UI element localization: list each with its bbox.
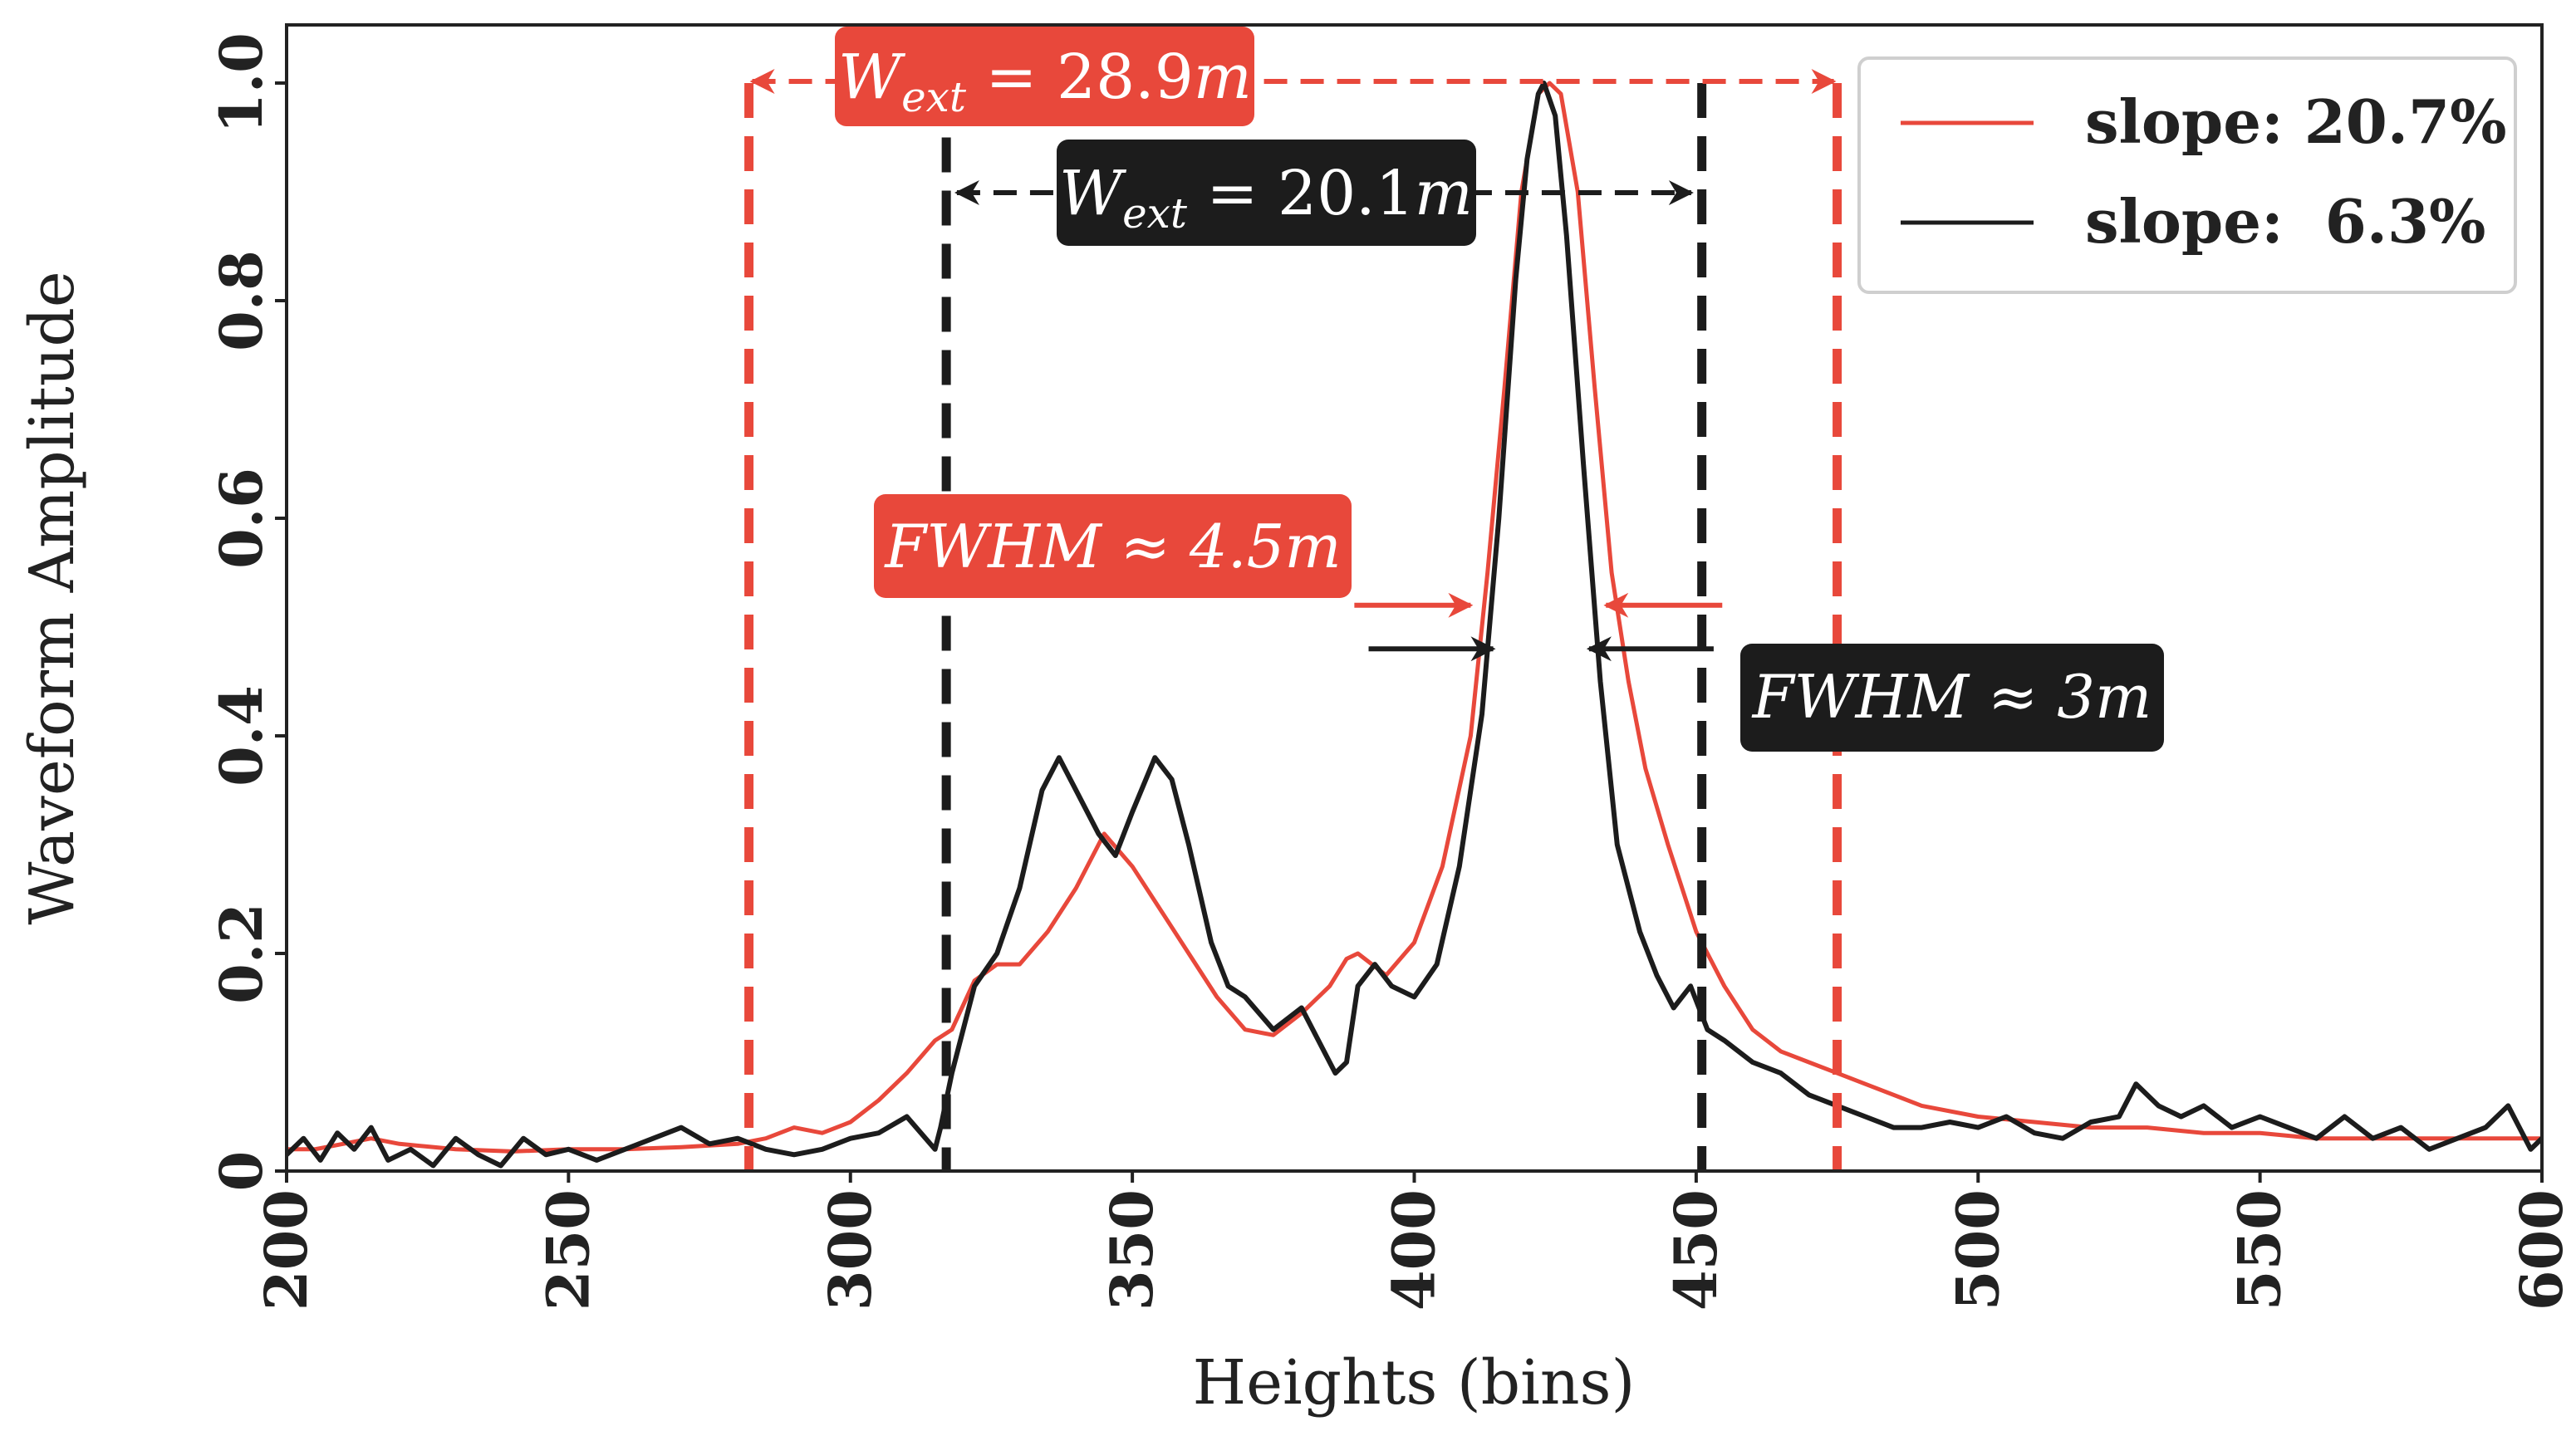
x-axis-label: Heights (bins) (1193, 1347, 1636, 1419)
black-wext-box (1057, 140, 1476, 246)
legend-label-black: slope: 6.3% (2085, 186, 2485, 257)
black-wext-subscript: ext (1122, 189, 1188, 238)
x-tick-label: 500 (1943, 1189, 2012, 1311)
black-fwhm-text: FWHM ≈ 3 (1751, 662, 2095, 732)
x-axis-ticks: 200 250 300 350 400 450 500 550 600 (252, 1171, 2576, 1311)
y-tick-label: 0.2 (207, 903, 276, 1004)
series-layer (287, 81, 2542, 1169)
red-fwhm-text: FWHM ≈ 4.5 (883, 512, 1284, 581)
y-tick-label: 0.8 (207, 250, 276, 351)
red-wext-annotation: Wext = 28.9m (835, 27, 1254, 126)
red-wext-subscript: ext (901, 73, 967, 121)
series-line-black (287, 81, 2542, 1169)
legend: slope: 20.7% slope: 6.3% (1857, 56, 2517, 294)
red-wext-symbol: W (838, 42, 906, 113)
black-wext-value: = 20.1 (1187, 158, 1415, 229)
x-tick-label: 400 (1380, 1189, 1449, 1311)
y-axis-ticks: 0 0.2 0.4 0.6 0.8 1.0 (207, 32, 287, 1191)
svg-text:FWHM ≈ 4.5m: FWHM ≈ 4.5m (883, 512, 1341, 581)
y-tick-label: 0.6 (207, 468, 276, 569)
red-fwhm-box (874, 494, 1352, 598)
red-fwhm-annotation: FWHM ≈ 4.5m (874, 494, 1352, 598)
svg-text:FWHM ≈ 3m: FWHM ≈ 3m (1751, 662, 2152, 732)
x-tick-label: 250 (533, 1189, 602, 1311)
x-tick-label: 300 (816, 1189, 885, 1311)
vertical-dashed-lines (744, 83, 1842, 1171)
black-fwhm-annotation: FWHM ≈ 3m (1740, 644, 2164, 752)
black-fwhm-unit: m (2095, 662, 2152, 732)
black-fwhm-box (1740, 644, 2164, 752)
y-axis-label: Waveform Amplitude (17, 271, 88, 924)
red-wext-unit: m (1194, 42, 1252, 113)
legend-label-red: slope: 20.7% (2085, 86, 2506, 157)
red-wext-box (835, 27, 1254, 126)
red-fwhm-unit: m (1284, 512, 1341, 581)
y-tick-label: 0 (207, 1151, 276, 1192)
red-wext-value: = 28.9 (966, 42, 1194, 113)
x-tick-label: 450 (1661, 1189, 1730, 1311)
black-wext-symbol: W (1059, 158, 1127, 229)
x-tick-label: 550 (2225, 1189, 2294, 1311)
y-tick-label: 1.0 (207, 32, 276, 134)
svg-text:Wext = 20.1m: Wext = 20.1m (1059, 158, 1473, 238)
black-wext-unit: m (1415, 158, 1473, 229)
y-tick-label: 0.4 (207, 685, 276, 787)
legend-box (1857, 56, 2517, 294)
x-tick-label: 600 (2507, 1189, 2576, 1311)
black-wext-annotation: Wext = 20.1m (1057, 140, 1476, 246)
svg-text:Wext = 28.9m: Wext = 28.9m (838, 42, 1252, 121)
x-tick-label: 350 (1097, 1189, 1166, 1311)
x-tick-label: 200 (252, 1189, 321, 1311)
